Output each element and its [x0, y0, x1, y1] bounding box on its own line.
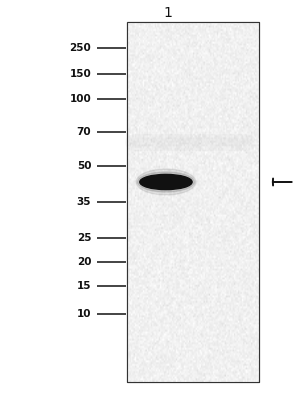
Text: 35: 35 [77, 197, 91, 207]
Ellipse shape [138, 172, 194, 192]
Bar [127, 22, 259, 382]
Text: 70: 70 [77, 127, 91, 137]
Ellipse shape [136, 169, 196, 195]
Text: 15: 15 [77, 281, 91, 291]
Text: 100: 100 [69, 94, 91, 104]
Text: 150: 150 [69, 69, 91, 79]
Text: 25: 25 [77, 233, 91, 243]
Text: 50: 50 [77, 161, 91, 171]
Text: 10: 10 [77, 309, 91, 319]
Ellipse shape [140, 174, 192, 190]
Text: 1: 1 [163, 6, 172, 20]
Bar [127, 22, 259, 382]
Text: 250: 250 [69, 43, 91, 53]
Text: 20: 20 [77, 257, 91, 267]
